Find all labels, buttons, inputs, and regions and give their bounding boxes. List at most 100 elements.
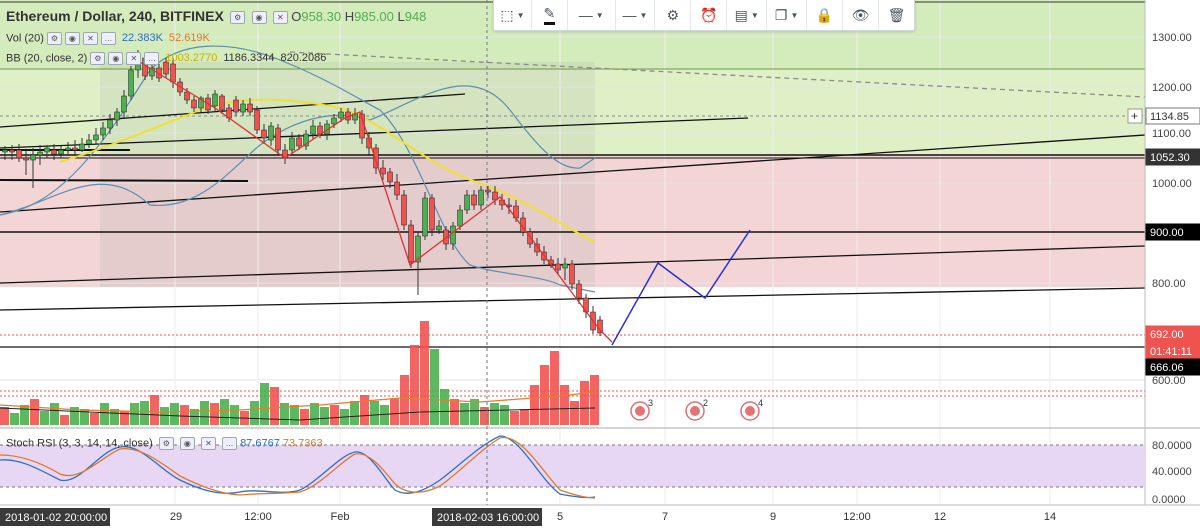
swing-line xyxy=(129,55,613,343)
price-tick-label: 1200.00 xyxy=(1152,82,1192,94)
candle xyxy=(219,94,225,114)
stoch-tick-label: 80.0000 xyxy=(1152,440,1192,452)
price-tick-label: 1000.00 xyxy=(1152,178,1192,190)
event-count: 3 xyxy=(648,398,653,408)
candle-body xyxy=(37,151,43,156)
eye-icon[interactable]: ◉ xyxy=(251,11,267,25)
close-icon[interactable]: ✕ xyxy=(272,11,288,25)
candle xyxy=(100,122,106,140)
volume-bar xyxy=(230,405,239,425)
time-tick-label: 29 xyxy=(170,511,182,523)
volume-bar xyxy=(500,405,509,425)
settings-icon[interactable]: ⚙ xyxy=(230,11,246,25)
alert-button[interactable]: ⏰ xyxy=(691,0,728,30)
pencil-button[interactable]: ✎ xyxy=(532,0,568,30)
settings-icon[interactable]: ⚙ xyxy=(90,52,106,65)
eye-icon[interactable]: ◉ xyxy=(64,32,80,45)
eye-button[interactable]: 👁 xyxy=(843,0,879,30)
clone-button[interactable]: ❐ ▼ xyxy=(767,0,808,30)
candle xyxy=(380,160,386,180)
candle-body xyxy=(289,137,295,151)
time-label-box xyxy=(0,508,110,526)
event-dot xyxy=(635,406,645,416)
candle-body xyxy=(86,139,92,145)
more-icon[interactable]: … xyxy=(100,32,116,45)
settings-icon[interactable]: ⚙ xyxy=(158,437,174,450)
candle-body xyxy=(331,117,337,125)
candle xyxy=(51,144,57,160)
time-label-text: 2018-01-02 20:00:00 xyxy=(5,512,107,524)
candle xyxy=(233,96,239,116)
candle-body xyxy=(296,137,302,147)
eye-icon[interactable]: ◉ xyxy=(108,52,124,65)
candle-body xyxy=(527,231,533,245)
trash-icon: 🗑 xyxy=(887,6,906,23)
candle xyxy=(415,232,421,295)
stoch-legend[interactable]: Stoch RSI (3, 3, 14, 14, close) ⚙ ◉ ✕ … … xyxy=(6,437,323,450)
candle-body xyxy=(149,67,155,77)
candle xyxy=(114,108,120,126)
candle-body xyxy=(9,149,15,153)
bb-legend[interactable]: BB (20, close, 2) ⚙ ◉ ✕… 1003.2770 1186.3344 8… xyxy=(6,52,326,65)
candle xyxy=(86,134,92,148)
volume-bar xyxy=(60,415,69,425)
layers-icon: ▤ xyxy=(734,6,748,23)
volume-bar xyxy=(220,399,229,425)
volume-bar xyxy=(350,401,359,425)
more-icon[interactable]: … xyxy=(222,437,237,450)
volume-bar xyxy=(100,403,109,425)
volume-trend xyxy=(0,407,596,421)
candle-body xyxy=(457,209,463,227)
volume-legend[interactable]: Vol (20) ⚙ ◉ ✕… 22.383K 52.619K xyxy=(6,32,210,45)
price-label-box xyxy=(1145,223,1200,241)
candle-body xyxy=(2,149,8,153)
gear-button[interactable]: ⚙ xyxy=(655,0,692,30)
line-style-button[interactable]: — ▼ xyxy=(568,0,616,30)
settings-icon[interactable]: ⚙ xyxy=(46,32,62,45)
candle-body xyxy=(380,167,386,175)
candle-body xyxy=(58,149,64,155)
candle-body xyxy=(247,103,253,113)
volume-bar xyxy=(270,387,279,425)
volume-bar xyxy=(570,401,579,425)
candle-body xyxy=(464,194,470,211)
close-icon[interactable]: ✕ xyxy=(82,32,98,45)
candle-body xyxy=(51,149,57,155)
candle-body xyxy=(429,197,435,231)
candle-body xyxy=(93,134,99,141)
stoch-name: Stoch RSI (3, 3, 14, 14, close) xyxy=(6,437,153,450)
price-label-box xyxy=(1145,325,1200,343)
volume-bar xyxy=(470,399,479,425)
time-tick-label: 9 xyxy=(770,511,776,523)
candle xyxy=(464,190,470,214)
lock-button[interactable]: 🔒 xyxy=(807,0,844,30)
volume-bar xyxy=(90,413,99,425)
close-icon[interactable]: ✕ xyxy=(126,52,142,65)
trash-button[interactable]: 🗑 xyxy=(879,0,914,30)
volume-bar xyxy=(10,413,19,425)
candle xyxy=(16,144,22,162)
candle-body xyxy=(268,125,274,141)
bb-upper-band xyxy=(0,85,596,216)
volume-bar xyxy=(120,411,129,425)
volume-bar xyxy=(250,401,259,425)
eye-icon[interactable]: ◉ xyxy=(179,437,195,450)
candle-body xyxy=(534,243,540,253)
time-tick-label: 12:00 xyxy=(244,511,272,523)
layers-button[interactable]: ▤ ▼ xyxy=(727,0,768,30)
close-icon[interactable]: ✕ xyxy=(200,437,216,450)
volume-bar xyxy=(80,409,89,425)
time-tick-label: 14 xyxy=(1044,511,1056,523)
price-label-text: 01:41:11 xyxy=(1150,346,1192,358)
rectangle-select-button[interactable]: ⬚ ▼ xyxy=(494,0,532,30)
candle xyxy=(387,168,393,188)
symbol-title[interactable]: Ethereum / Dollar, 240, BITFINEX xyxy=(6,8,224,24)
candle-body xyxy=(233,99,239,113)
more-icon[interactable]: … xyxy=(144,52,160,65)
chevron-down-icon: ▼ xyxy=(750,10,759,20)
line-width-button[interactable]: — ▼ xyxy=(616,0,656,30)
volume-bar xyxy=(440,389,449,425)
eye-icon: 👁 xyxy=(851,6,870,23)
bb-lower-band xyxy=(0,45,596,293)
